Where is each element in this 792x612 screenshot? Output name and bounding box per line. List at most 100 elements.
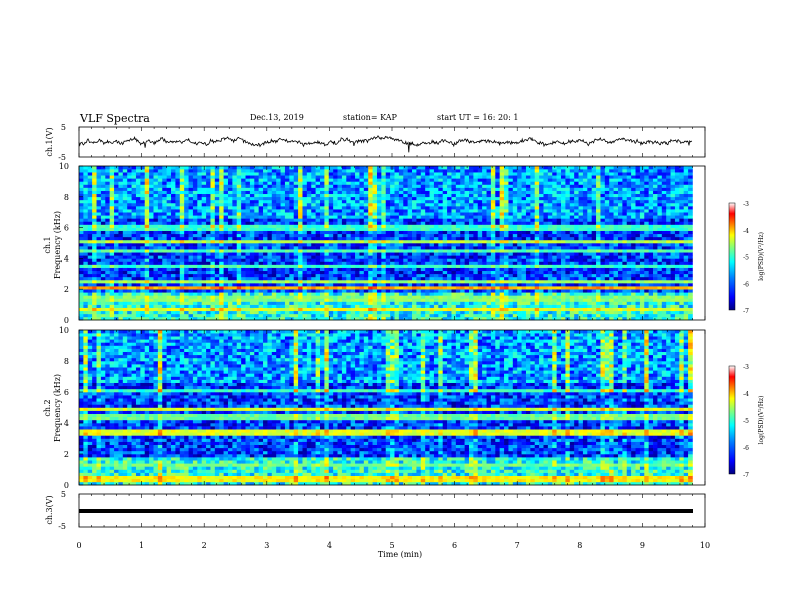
spectrogram-cell: [83, 181, 89, 185]
spectrogram-cell: [284, 236, 290, 241]
spectrogram-cell: [175, 215, 181, 219]
spectrogram-cell: [429, 283, 435, 287]
spectrogram-cell: [333, 264, 338, 268]
spectrogram-cell: [363, 224, 369, 228]
spectrogram-cell: [495, 230, 500, 235]
spectrogram-cell: [79, 233, 84, 238]
spectrogram-cell: [442, 258, 448, 262]
spectrogram-cell: [122, 169, 128, 173]
spectrogram-cell: [197, 172, 202, 176]
spectrogram-cell: [333, 310, 338, 315]
spectrogram-cell: [455, 307, 461, 312]
spectrogram-cell: [477, 221, 483, 225]
spectrogram-cell: [271, 206, 277, 210]
spectrogram-cell: [206, 313, 211, 318]
spectrogram-cell: [284, 218, 290, 222]
spectrogram-cell: [254, 169, 259, 173]
spectrogram-cell: [249, 252, 255, 256]
spectrogram-cell: [363, 178, 369, 182]
spectrogram-cell: [363, 221, 369, 225]
spectrogram-cell: [131, 246, 137, 250]
spectrogram-cell: [403, 227, 408, 231]
spectrogram-cell: [412, 252, 417, 256]
spectrogram-cell: [258, 310, 264, 315]
spectrogram-cell: [341, 292, 347, 296]
spectrogram-cell: [254, 298, 259, 302]
spectrogram-cell: [179, 212, 185, 216]
spectrogram-cell: [381, 313, 387, 318]
spectrogram-cell: [416, 166, 422, 170]
spectrogram-cell: [267, 255, 273, 259]
spectrogram-cell: [477, 307, 483, 312]
spectrogram-cell: [206, 286, 211, 290]
spectrogram-cell: [223, 255, 229, 259]
spectrogram-cell: [398, 227, 404, 231]
spectrogram-cell: [398, 233, 404, 238]
spectrogram-cell: [280, 292, 286, 296]
spectrogram-cell: [416, 264, 422, 268]
spectrogram-cell: [355, 181, 360, 185]
spectrogram-cell: [179, 206, 185, 210]
spectrogram-cell: [495, 255, 500, 259]
spectrogram-cell: [420, 212, 426, 216]
spectrogram-cell: [390, 190, 395, 195]
spectrogram-cell: [394, 255, 400, 259]
spectrogram-cell: [504, 218, 509, 222]
spectrogram-cell: [416, 276, 422, 281]
spectrogram-cell: [249, 295, 255, 299]
spectrogram-cell: [390, 316, 395, 321]
spectrogram-cell: [249, 181, 255, 185]
spectrogram-cell: [328, 169, 334, 173]
spectrogram-cell: [451, 218, 457, 222]
spectrogram-cell: [114, 175, 119, 179]
spectrogram-cell: [227, 199, 233, 204]
spectrogram-cell: [390, 175, 395, 179]
spectrogram-cell: [412, 169, 417, 173]
spectrogram-cell: [464, 258, 470, 262]
spectrogram-cell: [499, 239, 505, 244]
spectrogram-cell: [280, 218, 286, 222]
spectrogram-cell: [341, 283, 347, 287]
spectrogram-cell: [171, 187, 176, 191]
spectrogram-cell: [302, 246, 308, 250]
spectrogram-cell: [188, 172, 194, 176]
spectrogram-cell: [385, 258, 391, 262]
spectrogram-cell: [460, 273, 465, 278]
spectrogram-cell: [232, 316, 238, 321]
spectrogram-cell: [477, 261, 483, 265]
spectrogram-cell: [455, 193, 461, 198]
spectrogram-cell: [206, 279, 211, 284]
spectrogram-cell: [118, 224, 124, 228]
spectrogram-cell: [92, 236, 97, 241]
spectrogram-cell: [442, 187, 448, 191]
spectrogram-cell: [477, 196, 483, 201]
spectrogram-cell: [267, 298, 273, 302]
spectrogram-cell: [271, 249, 277, 253]
spectrogram-cell: [127, 246, 132, 250]
spectrogram-cell: [284, 209, 290, 213]
spectrogram-cell: [477, 175, 483, 179]
spectrogram-cell: [433, 273, 439, 278]
spectrogram-cell: [197, 227, 202, 231]
spectrogram-cell: [149, 215, 154, 219]
spectrogram-cell: [118, 310, 124, 315]
spectrogram-cell: [267, 304, 273, 308]
spectrogram-cell: [83, 295, 89, 299]
spectrogram-cell: [83, 209, 89, 213]
spectrogram-cell: [407, 258, 413, 262]
spectrogram-cell: [122, 295, 128, 299]
spectrogram-cell: [394, 172, 400, 176]
spectrogram-cell: [135, 310, 141, 315]
spectrogram-cell: [403, 206, 408, 210]
spectrogram-cell: [381, 258, 387, 262]
spectrogram-cell: [83, 255, 89, 259]
spectrogram-cell: [298, 279, 303, 284]
spectrogram-cell: [368, 202, 373, 207]
spectrogram-cell: [83, 202, 89, 207]
spectrogram-cell: [403, 304, 408, 308]
spectrogram-cell: [105, 184, 110, 188]
spectrogram-cell: [197, 230, 202, 235]
spectrogram-cell: [140, 215, 146, 219]
spectrogram-cell: [280, 310, 286, 315]
spectrogram-cell: [416, 178, 422, 182]
